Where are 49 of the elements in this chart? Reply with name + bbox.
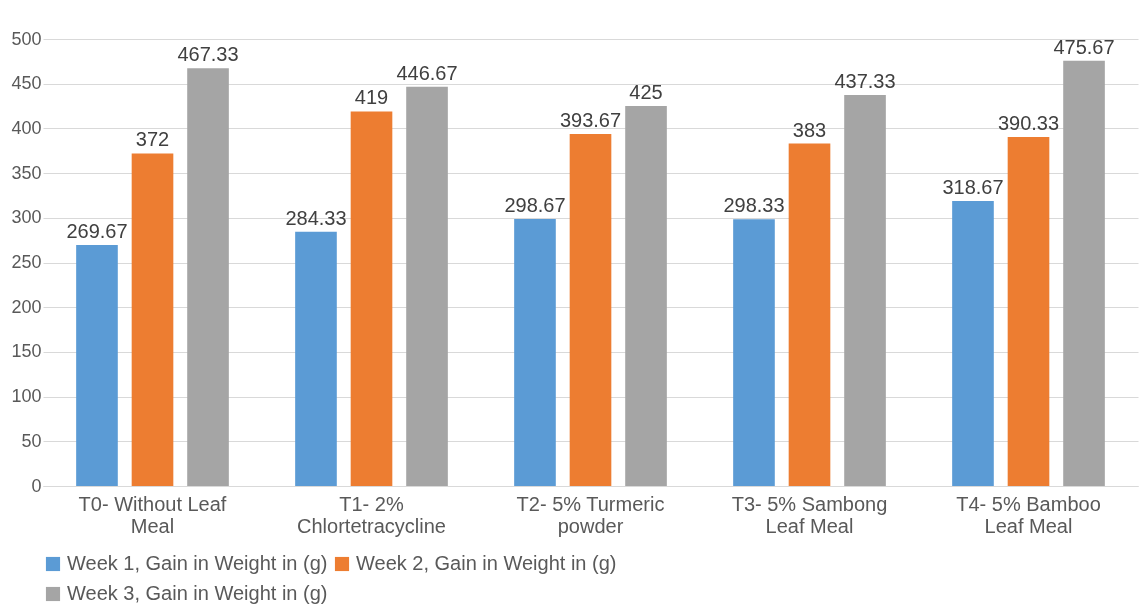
- y-tick-label: 150: [11, 341, 42, 362]
- data-label: 318.67: [942, 176, 1004, 199]
- bar: [514, 218, 556, 486]
- bar: [131, 153, 174, 486]
- y-tick-label: 50: [21, 430, 42, 451]
- bar: [76, 244, 118, 486]
- data-label: 390.33: [997, 112, 1060, 135]
- data-label: 284.33: [285, 206, 347, 229]
- x-tick-label: T2- 5% Turmeric powder: [516, 492, 665, 537]
- bar: [1007, 137, 1050, 486]
- data-label: 446.67: [396, 61, 458, 84]
- legend-label: Week 2, Gain in Weight in (g): [356, 552, 617, 574]
- bar: [406, 86, 448, 486]
- bar: [625, 106, 667, 486]
- legend-label: Week 3, Gain in Weight in (g): [67, 582, 328, 604]
- legend-label: Week 1, Gain in Weight in (g): [67, 552, 328, 574]
- bar: [952, 201, 994, 486]
- y-tick-label: 300: [11, 207, 42, 228]
- data-label: 437.33: [834, 70, 896, 93]
- x-tick-label: T3- 5% Sambong Leaf Meal: [731, 492, 888, 537]
- y-tick-label: 0: [31, 475, 42, 496]
- bar: [569, 134, 612, 486]
- y-tick-label: 500: [11, 28, 42, 49]
- bar: [295, 231, 337, 486]
- y-tick-label: 100: [11, 386, 42, 407]
- y-tick-label: 200: [11, 296, 42, 317]
- data-label: 372: [135, 128, 170, 151]
- bar: [187, 68, 229, 486]
- y-tick-label: 250: [11, 252, 42, 272]
- data-label: 419: [354, 86, 389, 109]
- y-tick-label: 450: [11, 73, 42, 94]
- data-label: 298.33: [723, 194, 785, 217]
- x-tick-label: T0- Without Leaf Meal: [78, 492, 227, 537]
- data-label: 383: [792, 118, 827, 141]
- x-tick-label: T4- 5% Bamboo Leaf Meal: [956, 492, 1101, 537]
- data-label: 475.67: [1053, 35, 1115, 58]
- bar: [350, 111, 393, 486]
- data-label: 298.67: [504, 193, 566, 216]
- data-label: 269.67: [66, 219, 128, 242]
- x-tick-label: T1- 2% Chlortetracycline: [297, 492, 446, 537]
- bar: [788, 143, 831, 486]
- data-label: 425: [629, 81, 663, 104]
- bar: [1063, 60, 1105, 486]
- y-tick-label: 400: [11, 117, 42, 138]
- bar: [733, 219, 775, 486]
- y-tick-label: 350: [11, 162, 42, 183]
- data-label: 467.33: [177, 43, 239, 66]
- bar: [844, 95, 886, 486]
- data-label: 393.67: [559, 109, 622, 132]
